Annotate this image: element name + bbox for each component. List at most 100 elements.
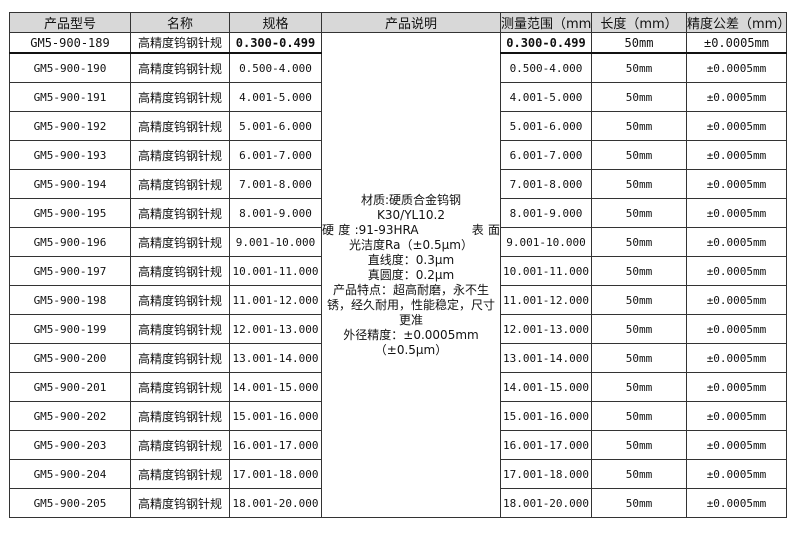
table-row: GM5-900-189 高精度钨钢针规 0.300-0.499 材质:硬质合金钨钢 K3…	[9, 32, 787, 518]
table-row: GM5-900-194 高精度钨钢针规 7.001-8.000 7.001-8.000…	[9, 169, 787, 199]
cell-model: GM5-900-201	[9, 372, 131, 402]
cell-tolerance: ±0.0005mm	[686, 111, 787, 141]
cell-range: 18.001-20.000	[500, 488, 592, 518]
cell-spec: 7.001-8.000	[229, 169, 322, 199]
cell-tolerance: ±0.0005mm	[686, 169, 787, 199]
cell-tolerance: ±0.0005mm	[686, 227, 787, 257]
cell-model: GM5-900-194	[9, 169, 131, 199]
cell-length: 50mm	[591, 227, 687, 257]
cell-tolerance: ±0.0005mm	[686, 82, 787, 112]
cell-spec: 13.001-14.000	[229, 343, 322, 373]
cell-model: GM5-900-198	[9, 285, 131, 315]
cell-name: 高精度钨钢针规	[130, 343, 230, 373]
cell-name: 高精度钨钢针规	[130, 227, 230, 257]
cell-tolerance: ±0.0005mm	[686, 372, 787, 402]
table-row: GM5-900-202 高精度钨钢针规 15.001-16.000 15.001-16…	[9, 401, 787, 431]
table-row: GM5-900-199 高精度钨钢针规 12.001-13.000 12.001-13…	[9, 314, 787, 344]
cell-tolerance: ±0.0005mm	[686, 198, 787, 228]
cell-tolerance: ±0.0005mm	[686, 314, 787, 344]
cell-name: 高精度钨钢针规	[130, 32, 230, 54]
cell-name: 高精度钨钢针规	[130, 401, 230, 431]
cell-range: 9.001-10.000	[500, 227, 592, 257]
cell-length: 50mm	[591, 314, 687, 344]
cell-length: 50mm	[591, 82, 687, 112]
description-line: 产品特点：超高耐磨，永不生锈，经久耐用，性能稳定，尺寸更准	[326, 282, 495, 327]
cell-length: 50mm	[591, 140, 687, 170]
cell-spec: 9.001-10.000	[229, 227, 322, 257]
cell-tolerance: ±0.0005mm	[686, 459, 787, 489]
cell-spec: 0.500-4.000	[229, 52, 322, 83]
header-length: 长度（mm）	[591, 12, 687, 33]
header-spec: 规格	[229, 12, 322, 33]
cell-name: 高精度钨钢针规	[130, 459, 230, 489]
description-line: （±0.5μm）	[374, 342, 448, 357]
cell-spec: 6.001-7.000	[229, 140, 322, 170]
cell-name: 高精度钨钢针规	[130, 256, 230, 286]
cell-model: GM5-900-205	[9, 488, 131, 518]
table-row: GM5-900-192 高精度钨钢针规 5.001-6.000 5.001-6.000…	[9, 111, 787, 141]
cell-spec: 12.001-13.000	[229, 314, 322, 344]
header-name: 名称	[130, 12, 230, 33]
header-model: 产品型号	[9, 12, 131, 33]
cell-length: 50mm	[591, 430, 687, 460]
cell-name: 高精度钨钢针规	[130, 372, 230, 402]
cell-length: 50mm	[591, 343, 687, 373]
cell-length: 50mm	[591, 52, 687, 83]
header-tolerance: 精度公差（mm）	[686, 12, 787, 33]
cell-range: 17.001-18.000	[500, 459, 592, 489]
cell-range: 14.001-15.000	[500, 372, 592, 402]
cell-tolerance: ±0.0005mm	[686, 401, 787, 431]
cell-range: 12.001-13.000	[500, 314, 592, 344]
table-row: GM5-900-205 高精度钨钢针规 18.001-20.000 18.001-20…	[9, 488, 787, 518]
cell-length: 50mm	[591, 256, 687, 286]
description-line: 光洁度Ra（±0.5μm）	[349, 237, 473, 252]
header-row: 产品型号 名称 规格 产品说明 测量范围（mm） 长度（mm） 精度公差（mm）	[9, 12, 787, 33]
cell-range: 13.001-14.000	[500, 343, 592, 373]
cell-model: GM5-900-202	[9, 401, 131, 431]
cell-name: 高精度钨钢针规	[130, 198, 230, 228]
header-description: 产品说明	[321, 12, 501, 33]
cell-name: 高精度钨钢针规	[130, 82, 230, 112]
cell-model: GM5-900-190	[9, 52, 131, 83]
cell-model: GM5-900-195	[9, 198, 131, 228]
cell-name: 高精度钨钢针规	[130, 140, 230, 170]
cell-model: GM5-900-200	[9, 343, 131, 373]
cell-range: 11.001-12.000	[500, 285, 592, 315]
cell-model: GM5-900-203	[9, 430, 131, 460]
cell-range: 0.300-0.499	[500, 32, 592, 54]
product-spec-table: 产品型号 名称 规格 产品说明 测量范围（mm） 长度（mm） 精度公差（mm）…	[9, 12, 787, 518]
cell-length: 50mm	[591, 198, 687, 228]
cell-length: 50mm	[591, 32, 687, 54]
cell-range: 0.500-4.000	[500, 52, 592, 83]
table-row: GM5-900-197 高精度钨钢针规 10.001-11.000 10.001-11…	[9, 256, 787, 286]
cell-name: 高精度钨钢针规	[130, 111, 230, 141]
cell-name: 高精度钨钢针规	[130, 52, 230, 83]
cell-length: 50mm	[591, 169, 687, 199]
table-row: GM5-900-198 高精度钨钢针规 11.001-12.000 11.001-12…	[9, 285, 787, 315]
cell-length: 50mm	[591, 372, 687, 402]
cell-model: GM5-900-197	[9, 256, 131, 286]
cell-range: 5.001-6.000	[500, 111, 592, 141]
cell-name: 高精度钨钢针规	[130, 430, 230, 460]
cell-tolerance: ±0.0005mm	[686, 285, 787, 315]
cell-range: 16.001-17.000	[500, 430, 592, 460]
cell-range: 7.001-8.000	[500, 169, 592, 199]
cell-range: 4.001-5.000	[500, 82, 592, 112]
cell-tolerance: ±0.0005mm	[686, 52, 787, 83]
cell-range: 10.001-11.000	[500, 256, 592, 286]
cell-spec: 11.001-12.000	[229, 285, 322, 315]
cell-tolerance: ±0.0005mm	[686, 488, 787, 518]
table-row: GM5-900-190 高精度钨钢针规 0.500-4.000 0.500-4.000…	[9, 52, 787, 83]
cell-tolerance: ±0.0005mm	[686, 430, 787, 460]
cell-name: 高精度钨钢针规	[130, 488, 230, 518]
header-range: 测量范围（mm）	[500, 12, 592, 33]
cell-spec: 15.001-16.000	[229, 401, 322, 431]
cell-length: 50mm	[591, 459, 687, 489]
table-row: GM5-900-193 高精度钨钢针规 6.001-7.000 6.001-7.000…	[9, 140, 787, 170]
cell-name: 高精度钨钢针规	[130, 169, 230, 199]
table-row: GM5-900-203 高精度钨钢针规 16.001-17.000 16.001-17…	[9, 430, 787, 460]
cell-spec: 4.001-5.000	[229, 82, 322, 112]
description-line: 材质:硬质合金钨钢	[360, 192, 462, 207]
cell-tolerance: ±0.0005mm	[686, 32, 787, 54]
cell-spec: 8.001-9.000	[229, 198, 322, 228]
